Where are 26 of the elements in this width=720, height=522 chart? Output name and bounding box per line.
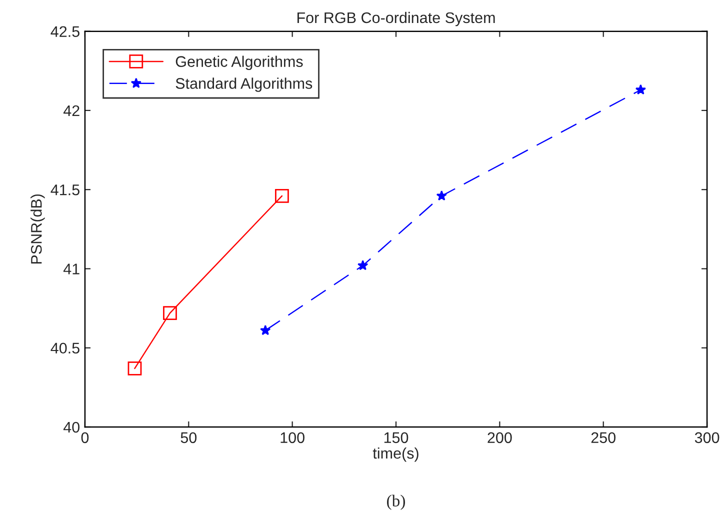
y-tick-label: 40.5: [50, 342, 80, 354]
y-tick-label: 42.5: [50, 26, 80, 38]
x-axis-title: time(s): [372, 447, 418, 462]
point: [128, 361, 142, 376]
point: [358, 260, 368, 270]
x-tick-label: 0: [81, 432, 89, 444]
x-tick-label: 200: [488, 432, 512, 444]
legend-label: Standard Algorithms: [176, 78, 312, 92]
x-tick-label: 250: [591, 432, 616, 444]
point: [260, 324, 271, 336]
text: (b): [387, 494, 405, 510]
x-tick-label: 300: [694, 432, 720, 444]
chart-title: For RGB Co-ordinate System: [298, 12, 495, 26]
y-axis-title: PSNR(dB): [30, 194, 45, 264]
point: [275, 188, 289, 203]
y-tick-label: 40: [63, 422, 80, 433]
point: [163, 306, 177, 320]
y-tick-label: 41.5: [50, 184, 80, 196]
x-tick-label: 50: [180, 432, 197, 444]
y-tick-label: 41: [63, 264, 80, 274]
x-tick-label: 100: [280, 432, 304, 444]
legend-label: Genetic Algorithms: [176, 56, 303, 70]
x-tick-label: 150: [384, 432, 408, 444]
y-tick-label: 42: [63, 105, 80, 116]
point: [436, 190, 447, 201]
point: [635, 84, 646, 95]
